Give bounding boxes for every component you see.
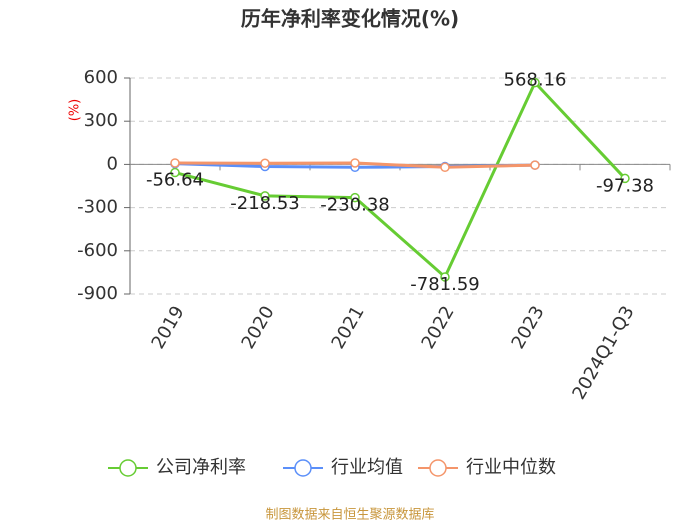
data-label: -218.53	[230, 193, 299, 214]
y-tick-label: -300	[77, 197, 118, 218]
point	[530, 160, 540, 170]
point	[260, 191, 270, 201]
y-tick-label: 0	[107, 153, 118, 174]
y-tick-label: -900	[77, 283, 118, 304]
y-axis-label: (%)	[68, 99, 83, 122]
chart-title: 历年净利率变化情况(%)	[241, 7, 459, 31]
source-note: 制图数据来自恒生聚源数据库	[265, 507, 434, 523]
x-tick-label: 2020	[238, 303, 279, 353]
y-tick-label: -600	[77, 240, 118, 261]
data-label: -781.59	[410, 274, 479, 295]
series-line	[174, 79, 627, 280]
point	[350, 158, 360, 168]
y-tick-label: 300	[84, 110, 118, 131]
legend-marker	[119, 459, 137, 477]
point	[260, 158, 270, 168]
x-tick-label: 2019	[148, 303, 189, 353]
point	[350, 192, 360, 203]
legend-marker	[294, 459, 312, 477]
data-label: 568.16	[504, 70, 567, 91]
point	[170, 167, 180, 178]
legend-label: 公司净利率	[156, 457, 246, 478]
data-label: -230.38	[320, 195, 389, 216]
point	[440, 272, 450, 282]
point	[440, 162, 450, 173]
legend-marker	[429, 459, 447, 477]
data-label: -97.38	[596, 175, 654, 196]
point	[620, 173, 630, 184]
legend-label: 行业均值	[331, 457, 403, 478]
point	[530, 77, 540, 88]
legend-label: 行业中位数	[466, 457, 556, 478]
y-tick-label: 600	[84, 67, 118, 88]
point	[170, 158, 180, 168]
data-label: -56.64	[146, 170, 204, 191]
x-tick-label: 2023	[508, 303, 549, 353]
x-tick-label: 2022	[418, 303, 459, 353]
x-tick-label: 2021	[328, 303, 369, 353]
x-tick-label: 2024Q1-Q3	[568, 303, 638, 404]
